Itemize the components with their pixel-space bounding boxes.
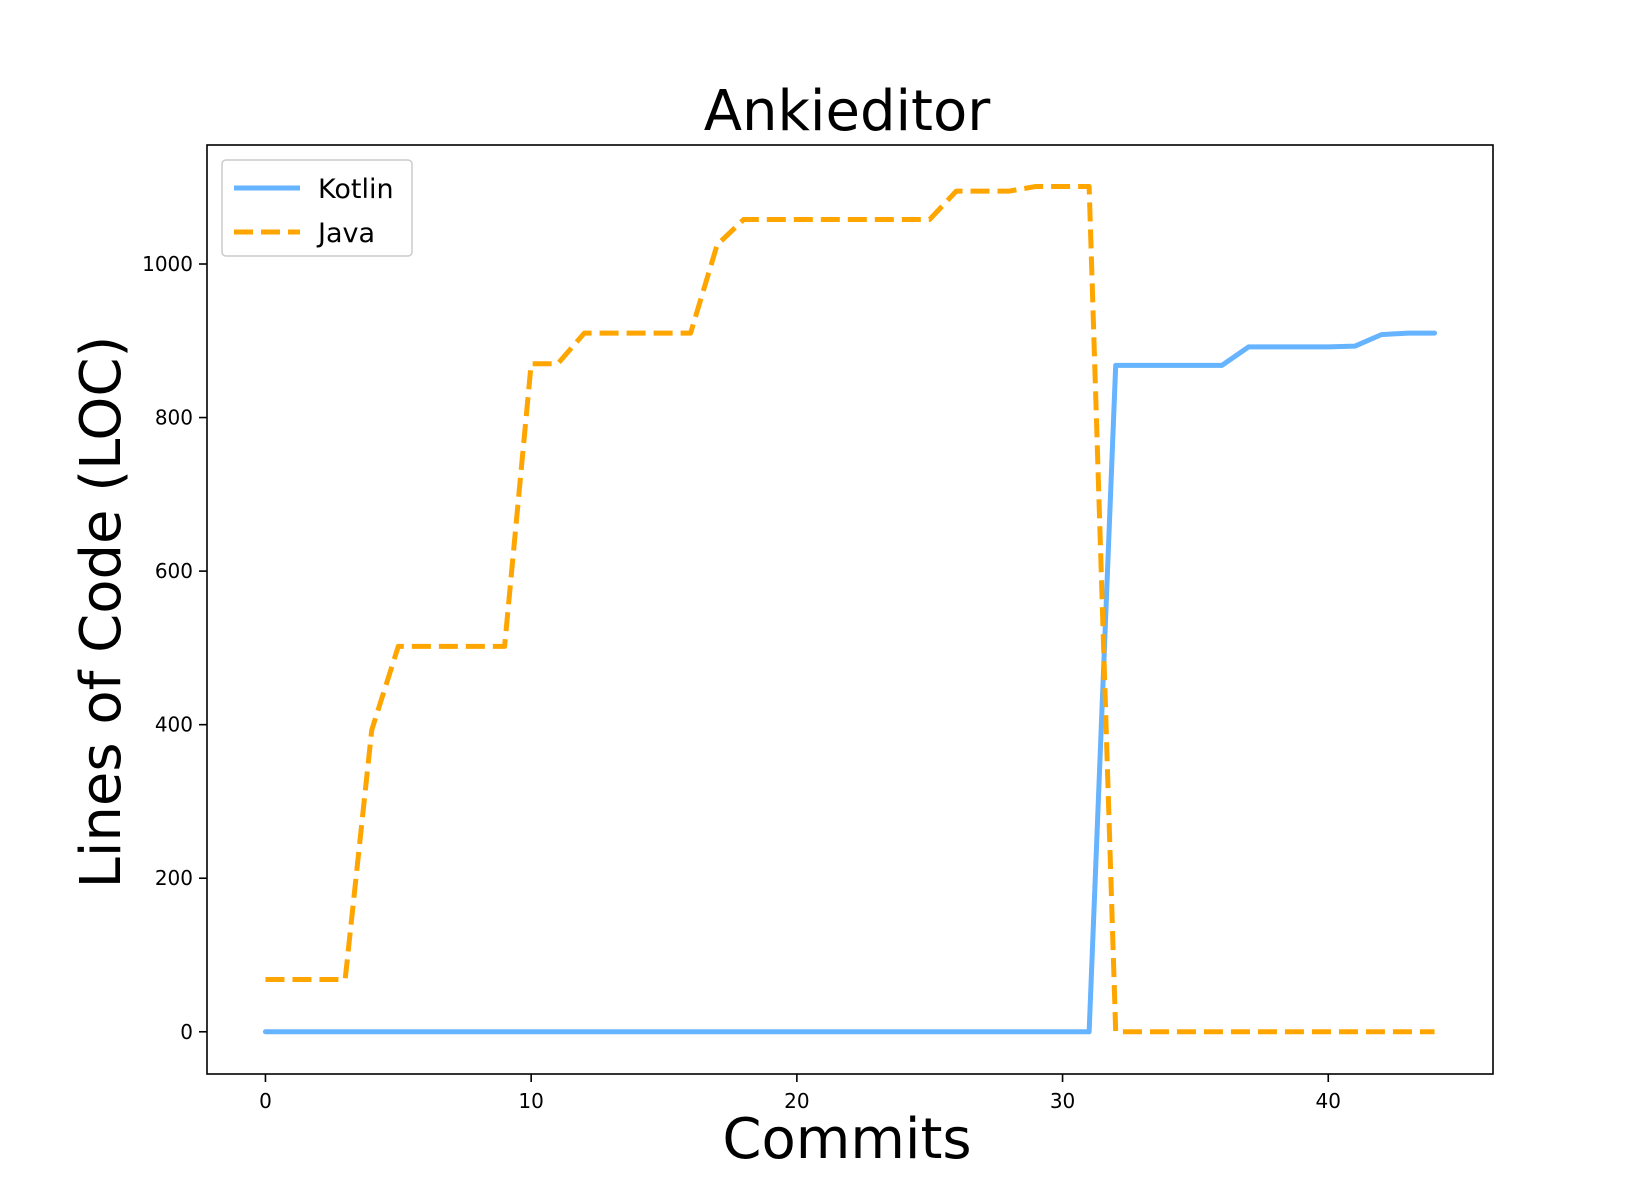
legend-label-java: Java [316, 218, 375, 249]
x-tick-label: 40 [1316, 1089, 1341, 1113]
x-tick-label: 10 [518, 1089, 543, 1113]
legend: Kotlin Java [221, 159, 413, 257]
series-line-java [265, 183, 1435, 1035]
y-tick-label: 1000 [142, 252, 193, 276]
y-tick-label: 800 [155, 406, 193, 430]
chart-title: Ankieditor [704, 79, 992, 144]
y-tick-label: 0 [180, 1020, 193, 1044]
series-line-kotlin [262, 330, 1438, 1035]
x-tick-label: 0 [259, 1089, 272, 1113]
x-tick-label: 20 [784, 1089, 809, 1113]
x-axis-label: Commits [722, 1107, 971, 1172]
x-tick-label: 30 [1050, 1089, 1075, 1113]
y-axis-label: Lines of Code (LOC) [69, 336, 134, 889]
y-tick-label: 600 [155, 559, 193, 583]
y-tick-label: 200 [155, 866, 193, 890]
legend-label-kotlin: Kotlin [318, 174, 394, 205]
y-tick-label: 400 [155, 713, 193, 737]
plot-frame [206, 144, 1494, 1075]
